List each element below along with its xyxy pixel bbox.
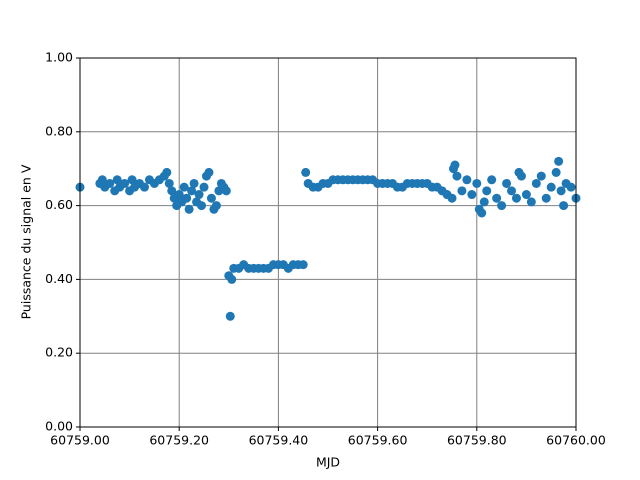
point [551, 167, 561, 177]
point [184, 204, 194, 214]
point [492, 193, 502, 203]
point [516, 171, 526, 181]
point [457, 186, 467, 196]
point [526, 197, 536, 207]
point [164, 178, 174, 188]
point [227, 274, 237, 284]
point [482, 186, 492, 196]
point [447, 193, 457, 203]
point [467, 190, 477, 200]
point [477, 208, 487, 218]
point [194, 190, 204, 200]
point [462, 175, 472, 185]
point [127, 175, 137, 185]
point [472, 178, 482, 188]
plot-frame [79, 57, 577, 428]
point [204, 167, 214, 177]
y-axis-label: Puissance du signal en V [19, 164, 34, 319]
point [487, 175, 497, 185]
point [298, 260, 308, 270]
point [211, 201, 221, 211]
y-tick-label: 0.40 [45, 271, 73, 286]
points [75, 156, 581, 321]
grid [79, 57, 577, 428]
point [502, 178, 512, 188]
y-tick-label: 0.60 [45, 197, 73, 212]
point [197, 201, 207, 211]
x-tick-label: 60759.60 [348, 433, 408, 448]
y-tick-label: 0.20 [45, 345, 73, 360]
point [554, 156, 564, 166]
x-tick-label: 60759.00 [50, 433, 110, 448]
point [167, 186, 177, 196]
x-tick-label: 60760.00 [546, 433, 606, 448]
point [139, 182, 149, 192]
x-axis-label: MJD [316, 455, 340, 470]
point [521, 190, 531, 200]
y-tick-label: 1.00 [45, 50, 73, 65]
point [225, 311, 235, 321]
point [479, 197, 489, 207]
point [189, 178, 199, 188]
point [531, 178, 541, 188]
point [556, 186, 566, 196]
point [536, 171, 546, 181]
point [97, 175, 107, 185]
point [199, 182, 209, 192]
point [221, 186, 231, 196]
point [206, 193, 216, 203]
point [450, 160, 460, 170]
point [497, 201, 507, 211]
point [541, 193, 551, 203]
point [559, 201, 569, 211]
point [182, 193, 192, 203]
point [546, 182, 556, 192]
point [507, 186, 517, 196]
x-tick-label: 60759.40 [249, 433, 309, 448]
point [452, 171, 462, 181]
x-tick-label: 60759.20 [149, 433, 209, 448]
point [566, 182, 576, 192]
x-tick-label: 60759.80 [447, 433, 507, 448]
point [120, 178, 130, 188]
point [179, 182, 189, 192]
point [511, 193, 521, 203]
point [162, 167, 172, 177]
point [187, 186, 197, 196]
y-tick-label: 0.00 [45, 419, 73, 434]
point [301, 167, 311, 177]
point [112, 175, 122, 185]
y-tick-label: 0.80 [45, 123, 73, 138]
point [174, 190, 184, 200]
point [105, 178, 115, 188]
